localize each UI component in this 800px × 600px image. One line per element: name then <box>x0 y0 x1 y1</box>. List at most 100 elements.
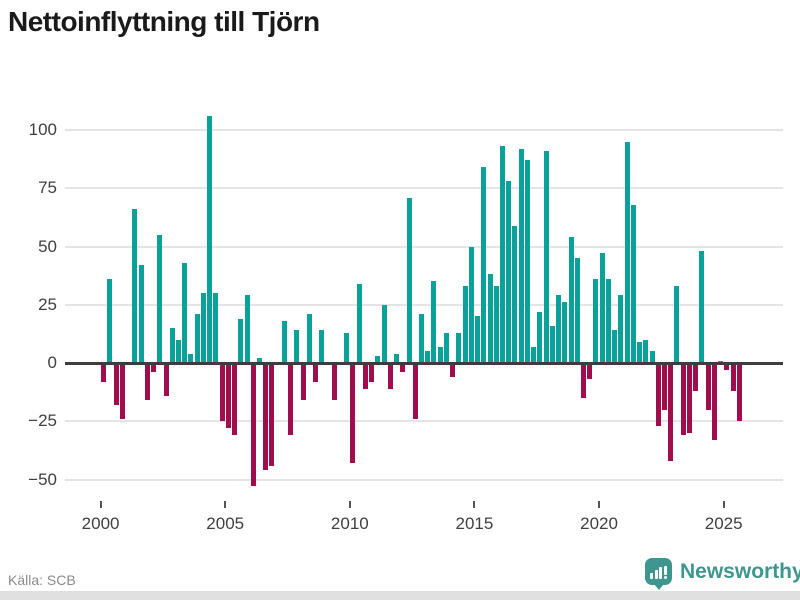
x-axis-tick <box>722 501 725 508</box>
bar-2006-Q4 <box>269 363 275 466</box>
bar-2013-Q4 <box>443 332 449 363</box>
bar-2020-Q1 <box>599 253 605 363</box>
bar-2011-Q4 <box>394 353 400 363</box>
bar-2023-Q4 <box>693 363 699 391</box>
bar-2006-Q1 <box>250 363 256 487</box>
source-credit: Källa: SCB <box>8 572 76 588</box>
x-axis-label: 2000 <box>81 514 120 533</box>
y-axis-label: 75 <box>38 178 57 198</box>
y-axis-label: −25 <box>28 411 57 431</box>
bar-2002-Q3 <box>163 363 169 396</box>
bar-2006-Q2 <box>256 358 262 363</box>
bar-2012-Q3 <box>412 363 418 419</box>
bar-2011-Q2 <box>381 304 387 363</box>
gridline <box>65 129 783 131</box>
bar-2008-Q4 <box>319 330 325 363</box>
bar-2008-Q3 <box>313 363 319 382</box>
bar-2003-Q4 <box>194 314 200 363</box>
bar-2025-Q1 <box>724 363 730 370</box>
bar-2014-Q2 <box>456 332 462 363</box>
bar-2022-Q3 <box>661 363 667 410</box>
bar-2010-Q4 <box>369 363 375 382</box>
bar-2017-Q4 <box>543 150 549 363</box>
bar-2022-Q1 <box>649 351 655 363</box>
bar-2022-Q2 <box>655 363 661 426</box>
logo-bar-icon <box>659 567 662 579</box>
bar-2015-Q3 <box>487 274 493 363</box>
bar-2005-Q2 <box>232 363 238 436</box>
bar-2024-Q2 <box>705 363 711 410</box>
bar-2021-Q2 <box>630 204 636 363</box>
x-axis-tick <box>598 501 601 508</box>
bar-2022-Q4 <box>668 363 674 461</box>
gridline <box>65 303 783 306</box>
bar-2013-Q2 <box>431 281 437 363</box>
bar-2020-Q2 <box>605 279 611 363</box>
bar-2003-Q1 <box>175 339 181 363</box>
bar-2005-Q3 <box>238 318 244 363</box>
y-axis-label: 25 <box>38 294 57 314</box>
x-axis-label: 2005 <box>206 514 245 533</box>
x-axis-tick <box>473 501 476 508</box>
bar-2021-Q1 <box>624 141 630 363</box>
bar-2015-Q1 <box>475 316 481 363</box>
bar-2002-Q2 <box>157 234 163 363</box>
bar-2004-Q2 <box>207 116 213 363</box>
chart-title: Nettoinflyttning till Tjörn <box>8 6 320 37</box>
bar-2019-Q1 <box>574 258 580 363</box>
bar-2024-Q1 <box>699 251 705 363</box>
bar-2005-Q1 <box>225 363 231 429</box>
newsworthy-branding[interactable]: Newsworthy <box>645 558 800 590</box>
bar-2001-Q3 <box>138 265 144 363</box>
logo-exclamation-icon <box>664 566 667 575</box>
zero-line <box>65 362 783 365</box>
bar-2019-Q2 <box>580 363 586 398</box>
bar-2024-Q4 <box>718 360 724 363</box>
y-axis-label: 0 <box>47 353 57 372</box>
bar-2025-Q3 <box>736 363 742 422</box>
bar-2016-Q3 <box>512 225 518 363</box>
bar-2020-Q4 <box>618 295 624 363</box>
bar-2008-Q1 <box>300 363 306 401</box>
bar-2012-Q1 <box>400 363 406 373</box>
x-axis-tick <box>99 501 102 508</box>
bar-2021-Q4 <box>643 339 649 363</box>
x-axis-tick <box>224 501 227 508</box>
bar-2023-Q2 <box>680 363 686 436</box>
bar-2004-Q3 <box>213 293 219 363</box>
bar-2000-Q1 <box>101 363 107 382</box>
bar-2003-Q3 <box>188 353 194 363</box>
bar-2006-Q3 <box>263 363 269 471</box>
bar-2013-Q3 <box>437 346 443 363</box>
bar-2005-Q4 <box>244 295 250 363</box>
bar-2016-Q4 <box>518 148 524 363</box>
bar-2008-Q2 <box>306 314 312 363</box>
bar-2019-Q4 <box>593 279 599 363</box>
bar-2015-Q2 <box>481 167 487 363</box>
bar-2002-Q1 <box>151 363 157 373</box>
bar-2004-Q1 <box>200 293 206 363</box>
bar-2019-Q3 <box>587 363 593 380</box>
logo-bar-icon <box>654 570 658 579</box>
y-axis-label: 100 <box>28 120 57 139</box>
gridline <box>65 478 783 481</box>
newsworthy-wordmark: Newsworthy <box>680 559 800 583</box>
bar-2003-Q2 <box>182 262 188 363</box>
bar-2009-Q2 <box>331 363 337 401</box>
bar-2018-Q4 <box>568 237 574 363</box>
logo-tail <box>654 584 664 590</box>
bar-2000-Q4 <box>119 363 125 419</box>
bar-2012-Q4 <box>418 314 424 363</box>
bar-2000-Q3 <box>113 363 119 405</box>
logo-bar-icon <box>650 573 653 579</box>
bar-2013-Q1 <box>425 351 431 363</box>
bar-2015-Q4 <box>493 286 499 363</box>
bar-2017-Q3 <box>537 311 543 363</box>
gridline <box>65 245 783 248</box>
bar-2018-Q2 <box>556 295 562 363</box>
bar-2004-Q4 <box>219 363 225 422</box>
x-axis-label: 2020 <box>580 514 618 533</box>
bar-2014-Q1 <box>450 363 456 377</box>
bar-2014-Q3 <box>462 286 468 363</box>
bar-2016-Q1 <box>499 146 505 363</box>
